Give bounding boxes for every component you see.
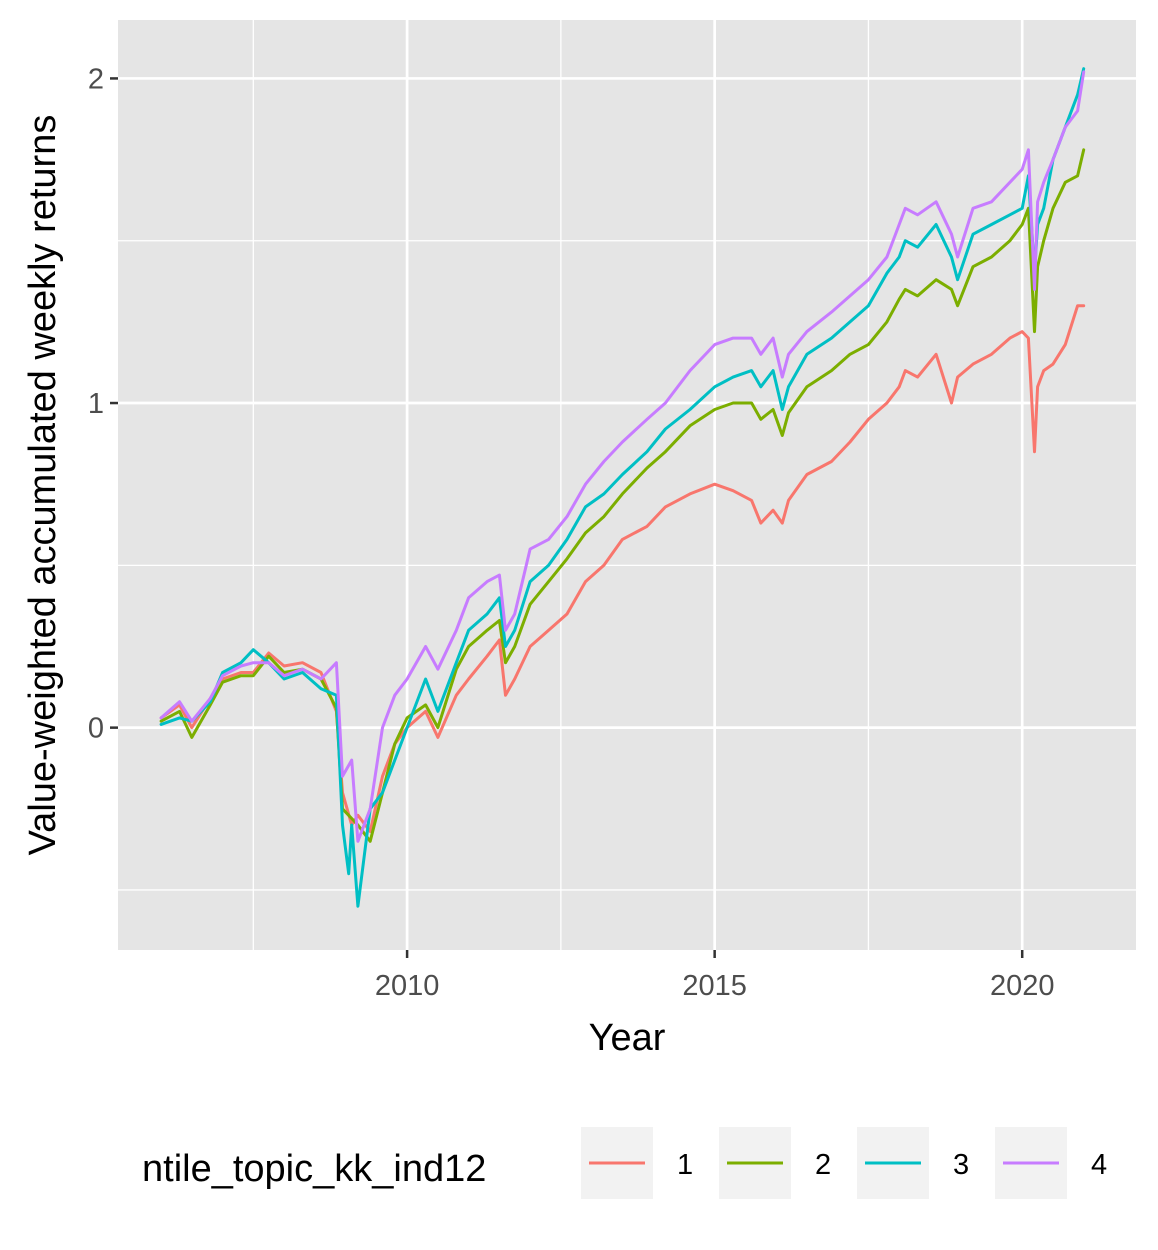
legend-label-2: 2: [815, 1149, 831, 1181]
legend-label-4: 4: [1091, 1149, 1107, 1181]
y-tick-label: 1: [88, 388, 104, 420]
y-axis: 0 1 2: [88, 63, 118, 745]
major-grid: [118, 20, 1136, 950]
x-tick-label: 2020: [990, 970, 1055, 1002]
x-tick-label: 2015: [682, 970, 747, 1002]
plot-panel: [118, 20, 1136, 950]
legend-title: ntile_topic_kk_ind12: [142, 1148, 486, 1190]
y-axis-title: Value-weighted accumulated weekly return…: [22, 115, 64, 856]
legend: ntile_topic_kk_ind12 1 2 3 4: [142, 1127, 1107, 1199]
series-line-4: [159, 70, 1086, 843]
x-axis-title: Year: [589, 1017, 666, 1059]
series-line-2: [159, 148, 1086, 843]
legend-label-3: 3: [953, 1149, 969, 1181]
x-tick-label: 2010: [375, 970, 440, 1002]
series-lines: [159, 67, 1086, 908]
legend-label-1: 1: [677, 1149, 693, 1181]
series-line-3: [159, 67, 1086, 908]
x-axis: 2010 2015 2020: [375, 950, 1055, 1002]
y-tick-label: 2: [88, 63, 104, 95]
minor-grid: [118, 20, 1136, 950]
y-tick-label: 0: [88, 713, 104, 745]
